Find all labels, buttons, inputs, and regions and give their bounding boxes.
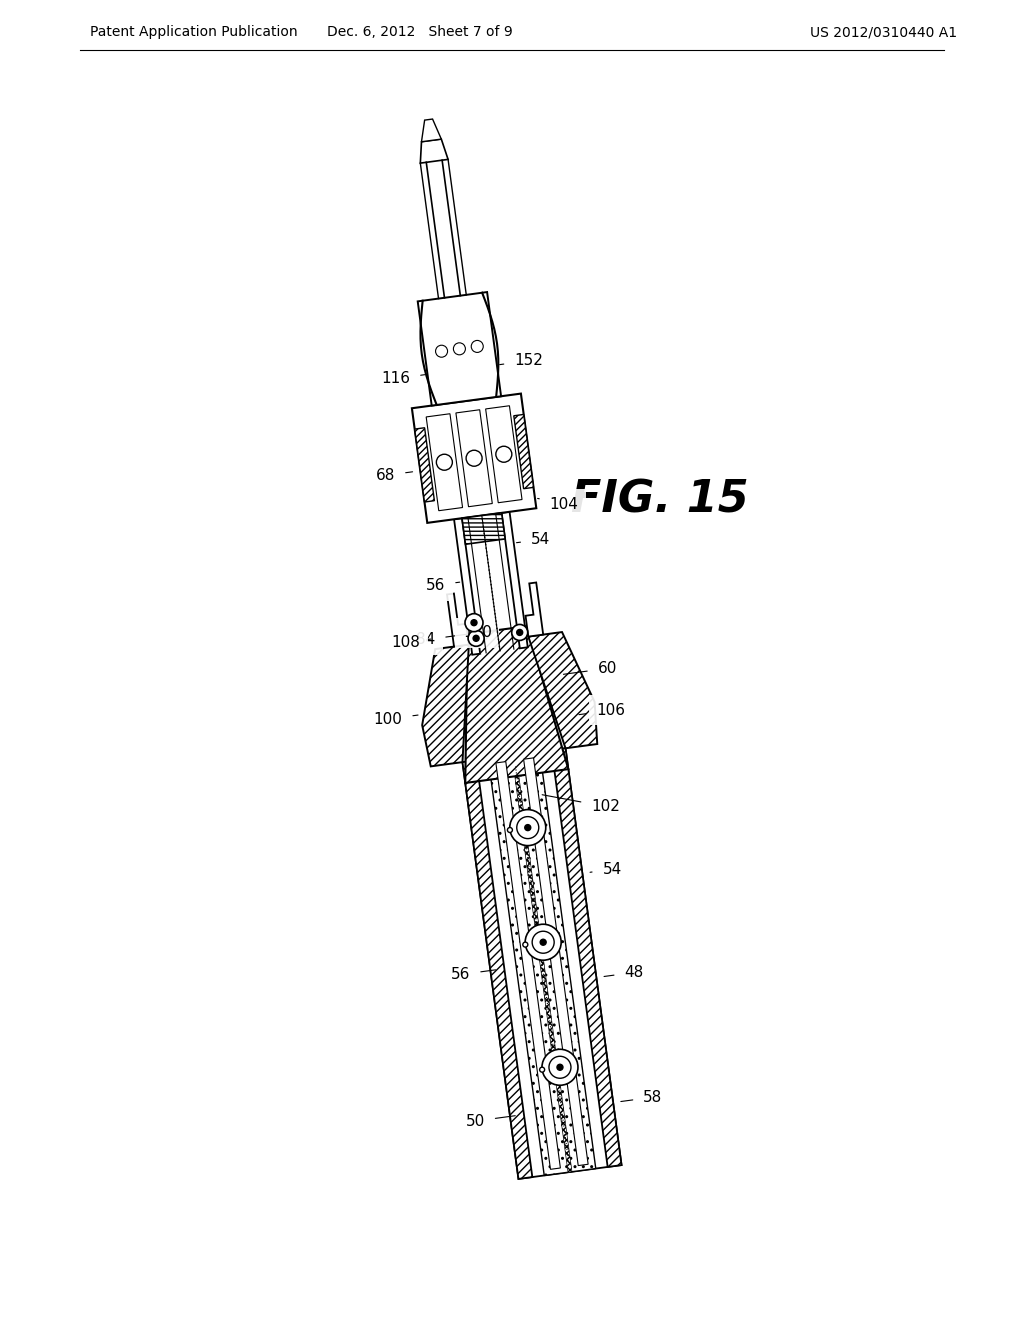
Circle shape <box>549 1056 571 1078</box>
Text: 50: 50 <box>466 1114 515 1129</box>
Text: 60: 60 <box>563 661 617 676</box>
Polygon shape <box>496 762 560 1170</box>
Circle shape <box>541 940 546 945</box>
Text: 110: 110 <box>463 626 492 640</box>
Polygon shape <box>512 755 572 1172</box>
Text: 102: 102 <box>542 795 621 814</box>
Circle shape <box>471 341 483 352</box>
Circle shape <box>525 924 561 960</box>
Polygon shape <box>456 409 493 507</box>
Text: 56: 56 <box>426 578 460 593</box>
Text: 152: 152 <box>500 354 543 368</box>
Text: 106: 106 <box>579 702 626 718</box>
Circle shape <box>532 931 554 953</box>
Text: FIG. 15: FIG. 15 <box>571 479 749 521</box>
Polygon shape <box>454 519 480 655</box>
Polygon shape <box>462 513 505 544</box>
Text: Dec. 6, 2012   Sheet 7 of 9: Dec. 6, 2012 Sheet 7 of 9 <box>327 25 513 40</box>
Polygon shape <box>514 414 534 488</box>
Polygon shape <box>502 512 527 648</box>
Polygon shape <box>418 292 501 405</box>
Circle shape <box>542 1049 578 1085</box>
Polygon shape <box>525 582 543 636</box>
Polygon shape <box>485 405 522 503</box>
Circle shape <box>436 454 453 470</box>
Polygon shape <box>465 626 568 783</box>
Circle shape <box>540 1067 545 1072</box>
Circle shape <box>517 630 522 635</box>
Polygon shape <box>422 119 441 141</box>
Text: 100: 100 <box>374 711 418 726</box>
Polygon shape <box>552 748 622 1167</box>
Polygon shape <box>488 751 596 1176</box>
Circle shape <box>473 635 479 642</box>
Polygon shape <box>426 413 463 511</box>
Circle shape <box>454 343 465 355</box>
Polygon shape <box>447 594 469 647</box>
Text: 48: 48 <box>604 965 644 979</box>
Circle shape <box>466 450 482 466</box>
Text: 116: 116 <box>381 371 425 385</box>
Polygon shape <box>415 428 434 502</box>
Circle shape <box>496 446 512 462</box>
Polygon shape <box>422 644 469 767</box>
Text: US 2012/0310440 A1: US 2012/0310440 A1 <box>810 25 957 40</box>
Circle shape <box>557 1064 563 1071</box>
Polygon shape <box>523 758 588 1166</box>
Text: 58: 58 <box>621 1090 663 1105</box>
Circle shape <box>512 624 527 640</box>
Text: 68: 68 <box>376 467 413 483</box>
Circle shape <box>471 619 477 626</box>
Circle shape <box>523 942 527 948</box>
Circle shape <box>510 809 546 846</box>
Polygon shape <box>463 748 622 1179</box>
Polygon shape <box>420 139 449 164</box>
Circle shape <box>508 828 512 833</box>
Text: 104: 104 <box>538 498 579 512</box>
Polygon shape <box>463 760 532 1179</box>
Text: Patent Application Publication: Patent Application Publication <box>90 25 298 40</box>
Circle shape <box>435 346 447 358</box>
Text: 56: 56 <box>451 968 496 982</box>
Circle shape <box>465 614 483 632</box>
Polygon shape <box>412 393 537 523</box>
Circle shape <box>468 630 484 647</box>
Text: 84: 84 <box>416 632 473 647</box>
Text: 108: 108 <box>391 635 431 649</box>
Text: 54: 54 <box>516 532 550 546</box>
Circle shape <box>524 825 530 830</box>
Circle shape <box>517 817 539 838</box>
Polygon shape <box>528 632 597 748</box>
Text: 54: 54 <box>590 862 622 876</box>
